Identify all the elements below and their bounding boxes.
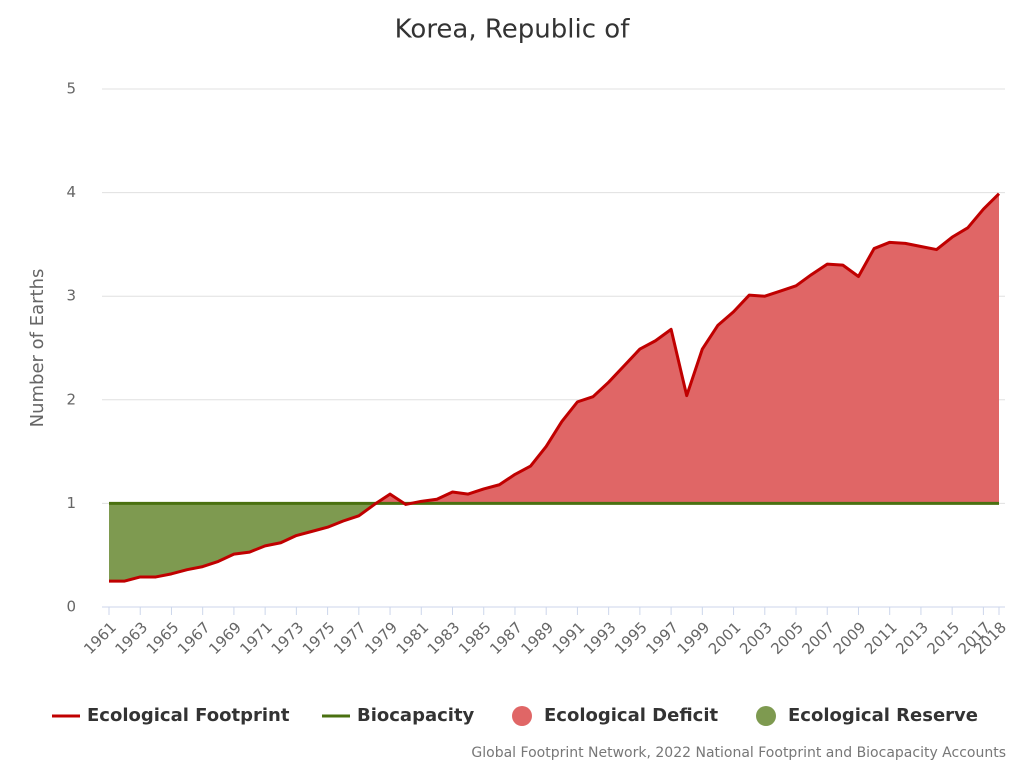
- y-axis-label: Number of Earths: [27, 269, 48, 428]
- x-tick-label: 1963: [112, 618, 152, 658]
- x-tick-label: 1985: [455, 618, 495, 658]
- x-tick-label: 1993: [580, 618, 620, 658]
- series-line: [109, 192, 1001, 583]
- x-tick-label: 1975: [299, 618, 339, 658]
- x-tick-label: 2011: [861, 618, 901, 658]
- legend-label: Biocapacity: [357, 705, 475, 726]
- y-tick-label: 3: [66, 287, 76, 305]
- legend-marker: [512, 706, 532, 726]
- y-tick-label: 2: [66, 390, 76, 408]
- x-tick-label: 1983: [424, 618, 464, 658]
- legend-label: Ecological Reserve: [788, 705, 978, 726]
- x-tick-label: 1997: [642, 618, 682, 658]
- x-tick-label: 1969: [205, 618, 245, 658]
- x-tick-label: 1987: [486, 618, 526, 658]
- legend-label: Ecological Deficit: [544, 705, 719, 726]
- deficit-area: [109, 193, 999, 504]
- x-tick-label: 1999: [674, 618, 714, 658]
- y-tick-label: 1: [66, 494, 76, 512]
- x-tick-label: 2003: [736, 618, 776, 658]
- reserve-area: [109, 503, 999, 582]
- x-tick-label: 1973: [268, 618, 308, 658]
- x-tick-label: 1991: [549, 618, 589, 658]
- legend-label: Ecological Footprint: [87, 705, 290, 726]
- x-tick-label: 2013: [892, 618, 932, 658]
- source: Global Footprint Network, 2022 National …: [471, 745, 1006, 761]
- x-tick-label: 1965: [143, 618, 183, 658]
- chart-title: Korea, Republic of: [395, 15, 631, 45]
- x-tick-label: 1977: [330, 618, 370, 658]
- x-tick-label: 1981: [393, 618, 433, 658]
- x-tick-label: 2005: [767, 618, 807, 658]
- x-tick-label: 2001: [705, 618, 745, 658]
- x-tick-label: 1989: [517, 618, 557, 658]
- x-tick-label: 1971: [236, 618, 276, 658]
- x-tick-label: 1961: [80, 618, 120, 658]
- y-tick-label: 5: [66, 80, 76, 98]
- x-tick-label: 2007: [799, 618, 839, 658]
- x-tick-label: 1967: [174, 618, 214, 658]
- x-tick-label: 1979: [361, 618, 401, 658]
- x-tick-label: 1995: [611, 618, 651, 658]
- x-tick-label: 2009: [830, 618, 870, 658]
- y-tick-label: 0: [66, 598, 76, 616]
- y-tick-label: 4: [66, 183, 76, 201]
- legend-marker: [756, 706, 776, 726]
- x-tick-label: 2015: [923, 618, 963, 658]
